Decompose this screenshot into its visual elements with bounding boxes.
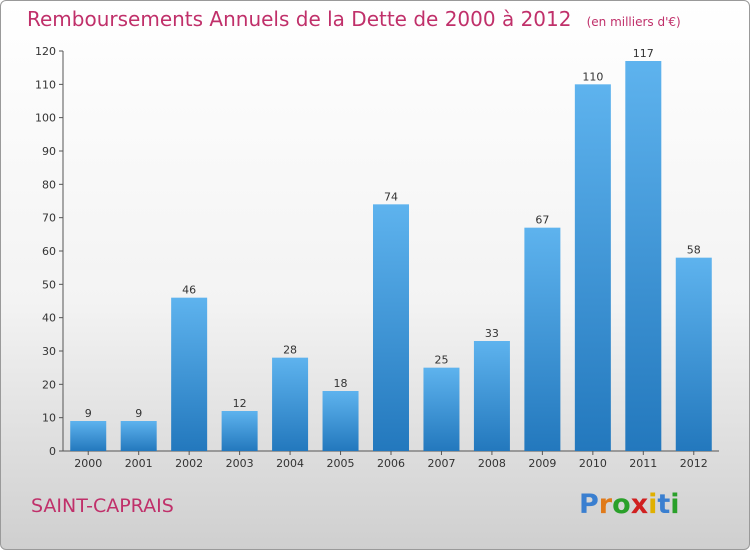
- bar-2009: [524, 227, 561, 451]
- y-tick-label: 110: [35, 78, 56, 91]
- x-tick-label-2003: 2003: [226, 457, 254, 470]
- logo-letter: x: [630, 489, 649, 520]
- value-label-2006: 74: [384, 190, 398, 203]
- bar-2001: [120, 421, 157, 451]
- y-tick-label: 100: [35, 112, 56, 125]
- x-tick-label-2004: 2004: [276, 457, 304, 470]
- chart-unit: (en milliers d'€): [586, 15, 681, 29]
- bar-2002: [171, 297, 208, 451]
- y-tick-label: 90: [42, 145, 56, 158]
- value-label-2007: 25: [434, 354, 448, 367]
- value-label-2010: 110: [582, 70, 603, 83]
- logo-letter: t: [657, 489, 671, 520]
- x-tick-label-2005: 2005: [327, 457, 355, 470]
- x-tick-label-2000: 2000: [74, 457, 102, 470]
- proxiti-logo: Proxiti: [579, 489, 680, 520]
- x-tick-label-2010: 2010: [579, 457, 607, 470]
- x-tick-label-2011: 2011: [629, 457, 657, 470]
- y-tick-label: 20: [42, 378, 56, 391]
- logo-letter: o: [612, 489, 631, 520]
- chart-axes: 0 10 20 30 40 50 60 70 80 90 100 110 120 2000 2001 2002…: [35, 45, 719, 470]
- y-tick-label: 120: [35, 45, 56, 58]
- chart-title: Remboursements Annuels de la Dette de 20…: [27, 7, 572, 31]
- x-tick-label-2001: 2001: [125, 457, 153, 470]
- value-label-2008: 33: [485, 327, 499, 340]
- y-tick-label: 0: [49, 445, 56, 458]
- bar-2000: [70, 421, 107, 451]
- logo-letter: P: [579, 489, 599, 520]
- bar-2011: [625, 61, 662, 451]
- x-tick-label-2008: 2008: [478, 457, 506, 470]
- y-tick-label: 80: [42, 178, 56, 191]
- bar-2010: [574, 84, 611, 451]
- value-label-2005: 18: [334, 377, 348, 390]
- y-tick-label: 30: [42, 345, 56, 358]
- bar-2007: [423, 367, 460, 451]
- value-label-2000: 9: [85, 407, 92, 420]
- y-tick-label: 50: [42, 278, 56, 291]
- logo-letter: i: [670, 489, 680, 520]
- title-row: Remboursements Annuels de la Dette de 20…: [27, 7, 681, 31]
- logo-letter: r: [598, 489, 613, 520]
- value-label-2003: 12: [233, 397, 247, 410]
- x-tick-label-2006: 2006: [377, 457, 405, 470]
- value-label-2009: 67: [535, 214, 549, 227]
- x-tick-label-2012: 2012: [680, 457, 708, 470]
- x-tick-label-2002: 2002: [175, 457, 203, 470]
- logo-letter: i: [648, 489, 658, 520]
- value-label-2001: 9: [135, 407, 142, 420]
- y-tick-label: 60: [42, 245, 56, 258]
- value-label-2002: 46: [182, 284, 196, 297]
- x-tick-label-2009: 2009: [528, 457, 556, 470]
- commune-name: SAINT-CAPRAIS: [31, 495, 174, 517]
- value-label-2012: 58: [687, 244, 701, 257]
- chart-bars: 9 9 46 12 28 18 74 25 33 67 110 117 58: [70, 47, 712, 451]
- bar-2004: [272, 357, 309, 451]
- bar-2006: [373, 204, 409, 451]
- bar-2005: [322, 391, 359, 451]
- value-label-2011: 117: [633, 47, 654, 60]
- y-tick-label: 10: [42, 412, 56, 425]
- y-tick-label: 70: [42, 212, 56, 225]
- x-tick-label-2007: 2007: [427, 457, 455, 470]
- y-tick-label: 40: [42, 312, 56, 325]
- bar-2008: [473, 341, 510, 451]
- bar-2003: [221, 411, 258, 451]
- value-label-2004: 28: [283, 344, 297, 357]
- bar-2012: [675, 257, 712, 451]
